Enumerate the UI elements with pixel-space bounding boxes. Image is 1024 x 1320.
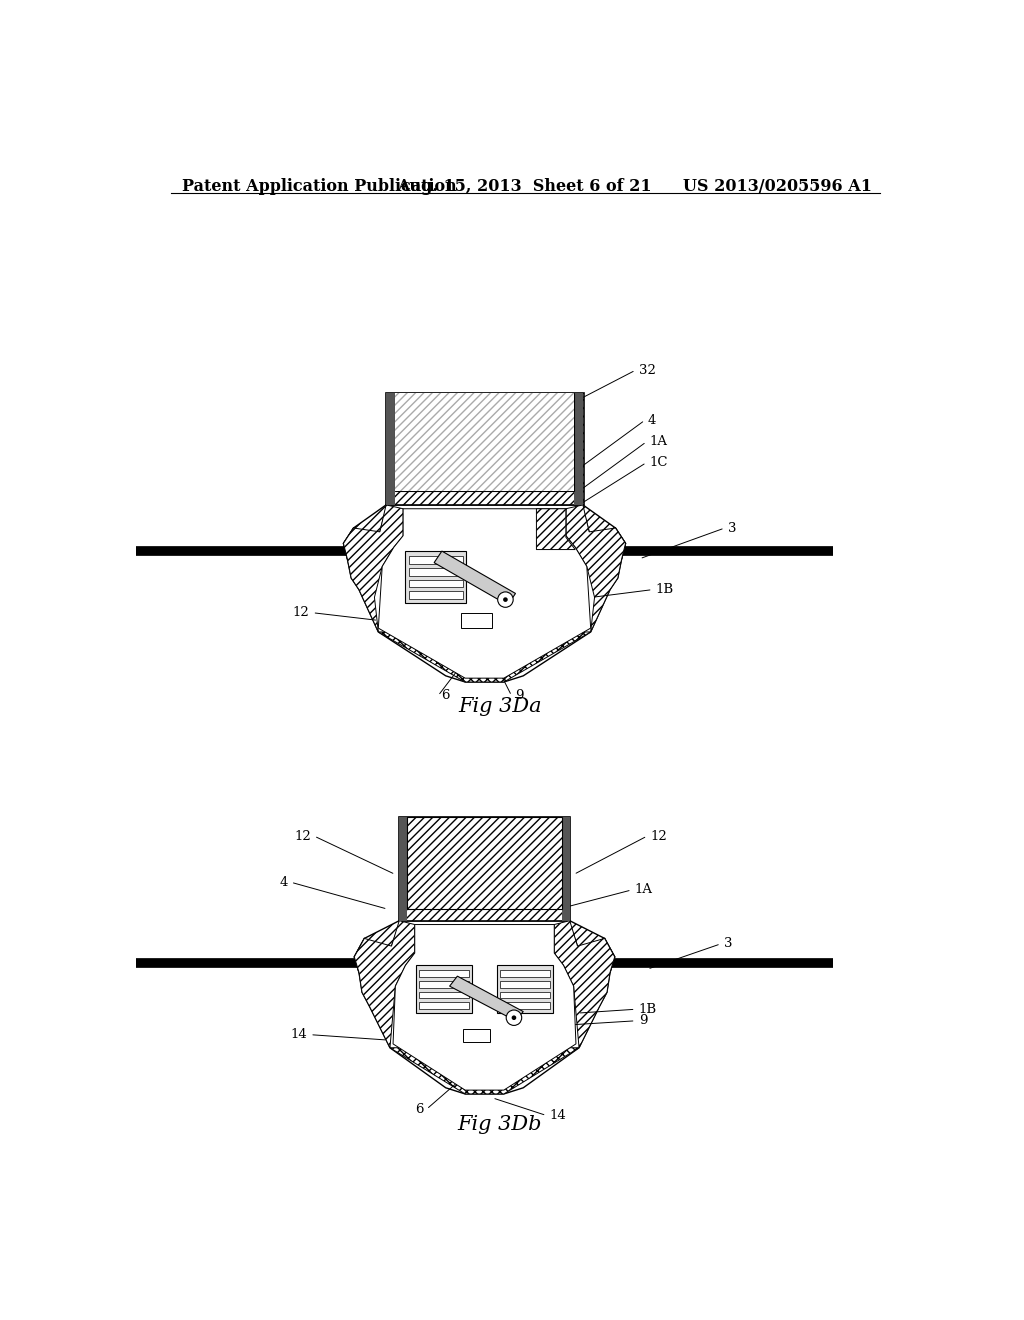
Polygon shape [378,508,591,678]
Bar [406,552,466,603]
Bar [409,591,463,599]
Polygon shape [343,506,386,566]
Text: 3: 3 [724,937,732,950]
Bar [399,817,569,921]
Bar [395,393,573,491]
Text: 1B: 1B [639,1003,656,1016]
Text: 14: 14 [550,1109,566,1122]
Bar [420,1002,469,1010]
Text: Patent Application Publication: Patent Application Publication [182,178,457,194]
Bar [409,568,463,576]
Text: US 2013/0205596 A1: US 2013/0205596 A1 [683,178,872,194]
Bar [386,393,584,506]
Bar [461,612,493,628]
Polygon shape [450,977,523,1020]
Text: 6: 6 [415,1102,423,1115]
Text: 9: 9 [515,689,523,702]
Bar [500,991,550,998]
Text: 1A: 1A [635,883,653,896]
Text: 12: 12 [650,829,667,842]
Bar [497,965,553,1014]
Text: Aug. 15, 2013  Sheet 6 of 21: Aug. 15, 2013 Sheet 6 of 21 [397,178,652,194]
Text: 12: 12 [294,829,311,842]
Polygon shape [393,924,575,1090]
Text: 1B: 1B [655,583,674,597]
Bar [562,817,569,921]
Text: 12: 12 [293,606,309,619]
Polygon shape [354,921,415,1048]
Polygon shape [434,552,515,605]
Text: 9: 9 [639,1014,647,1027]
Polygon shape [354,921,399,979]
Text: 4: 4 [280,875,288,888]
Polygon shape [537,508,575,549]
Bar [420,991,469,998]
Bar [420,981,469,987]
Polygon shape [583,506,626,566]
Bar [500,981,550,987]
Text: Fig 3Db: Fig 3Db [458,1114,543,1134]
Circle shape [503,598,508,602]
Bar [395,393,573,491]
Bar [399,817,407,921]
Text: 1C: 1C [649,455,668,469]
Text: 6: 6 [441,689,450,702]
Polygon shape [343,506,626,682]
Text: 3: 3 [728,521,736,535]
Circle shape [506,1010,521,1026]
Bar [500,1002,550,1010]
Circle shape [512,1015,516,1020]
Polygon shape [569,921,614,979]
Text: 4: 4 [648,413,656,426]
Bar [407,817,562,909]
Polygon shape [390,1048,579,1094]
Bar [463,1028,489,1043]
Text: 32: 32 [639,363,655,376]
Bar [386,393,395,506]
Bar [500,970,550,977]
Bar [573,393,583,506]
Polygon shape [378,632,591,682]
Circle shape [498,591,513,607]
Polygon shape [354,921,614,1094]
Polygon shape [566,506,626,632]
Bar [409,579,463,587]
Text: 1A: 1A [649,436,668,449]
Polygon shape [343,506,403,632]
Bar [420,970,469,977]
Polygon shape [554,921,614,1048]
Bar [417,965,472,1014]
Text: 14: 14 [290,1028,307,1041]
Text: Fig 3Da: Fig 3Da [458,697,542,717]
Bar [409,557,463,564]
